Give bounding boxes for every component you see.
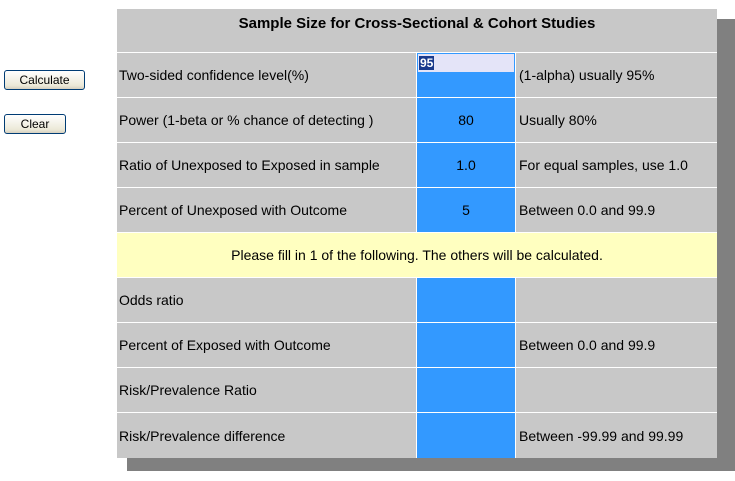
risk-ratio-cell <box>417 368 516 412</box>
unexposed-outcome-input[interactable] <box>417 202 515 218</box>
power-cell <box>417 98 516 142</box>
risk-difference-row: Risk/Prevalence difference Between -99.9… <box>117 413 717 458</box>
unexposed-outcome-row: Percent of Unexposed with Outcome Betwee… <box>117 188 717 233</box>
unexposed-outcome-label: Percent of Unexposed with Outcome <box>117 188 417 232</box>
ratio-cell <box>417 143 516 187</box>
fill-in-note: Please fill in 1 of the following. The o… <box>117 233 717 278</box>
odds-ratio-row: Odds ratio <box>117 278 717 323</box>
exposed-outcome-row: Percent of Exposed with Outcome Between … <box>117 323 717 368</box>
ratio-row: Ratio of Unexposed to Exposed in sample … <box>117 143 717 188</box>
confidence-level-hint: (1-alpha) usually 95% <box>519 67 655 83</box>
form-title: Sample Size for Cross-Sectional & Cohort… <box>117 9 717 53</box>
risk-ratio-hint <box>516 368 717 412</box>
confidence-level-field[interactable]: 95 <box>417 53 515 73</box>
power-hint: Usually 80% <box>519 112 597 128</box>
risk-ratio-input[interactable] <box>417 382 515 398</box>
confidence-level-input[interactable]: 95 <box>419 56 435 70</box>
ratio-input[interactable] <box>417 157 515 173</box>
odds-ratio-label: Odds ratio <box>117 278 417 322</box>
risk-difference-cell <box>417 413 516 458</box>
exposed-outcome-input[interactable] <box>417 337 515 353</box>
exposed-outcome-label: Percent of Exposed with Outcome <box>117 323 417 367</box>
ratio-hint: For equal samples, use 1.0 <box>519 157 688 173</box>
confidence-level-label: Two-sided confidence level(%) <box>117 53 417 97</box>
risk-difference-label: Risk/Prevalence difference <box>117 413 417 458</box>
risk-ratio-row: Risk/Prevalence Ratio <box>117 368 717 413</box>
power-label: Power (1-beta or % chance of detecting ) <box>117 98 417 142</box>
risk-difference-input[interactable] <box>417 427 515 444</box>
risk-difference-hint: Between -99.99 and 99.99 <box>519 427 684 444</box>
confidence-level-row: Two-sided confidence level(%) 95 (1-alph… <box>117 53 717 98</box>
unexposed-outcome-cell <box>417 188 516 232</box>
power-row: Power (1-beta or % chance of detecting )… <box>117 98 717 143</box>
exposed-outcome-cell <box>417 323 516 367</box>
odds-ratio-cell <box>417 278 516 322</box>
exposed-outcome-hint: Between 0.0 and 99.9 <box>519 337 656 353</box>
clear-button[interactable]: Clear <box>4 114 66 134</box>
sample-size-form: Sample Size for Cross-Sectional & Cohort… <box>117 9 717 458</box>
ratio-label: Ratio of Unexposed to Exposed in sample <box>117 143 417 187</box>
odds-ratio-hint <box>516 278 717 322</box>
confidence-level-cell: 95 <box>417 53 516 97</box>
calculate-button[interactable]: Calculate <box>4 70 85 90</box>
risk-ratio-label: Risk/Prevalence Ratio <box>117 368 417 412</box>
odds-ratio-input[interactable] <box>417 292 515 308</box>
power-input[interactable] <box>417 112 515 128</box>
unexposed-outcome-hint: Between 0.0 and 99.9 <box>519 202 656 218</box>
